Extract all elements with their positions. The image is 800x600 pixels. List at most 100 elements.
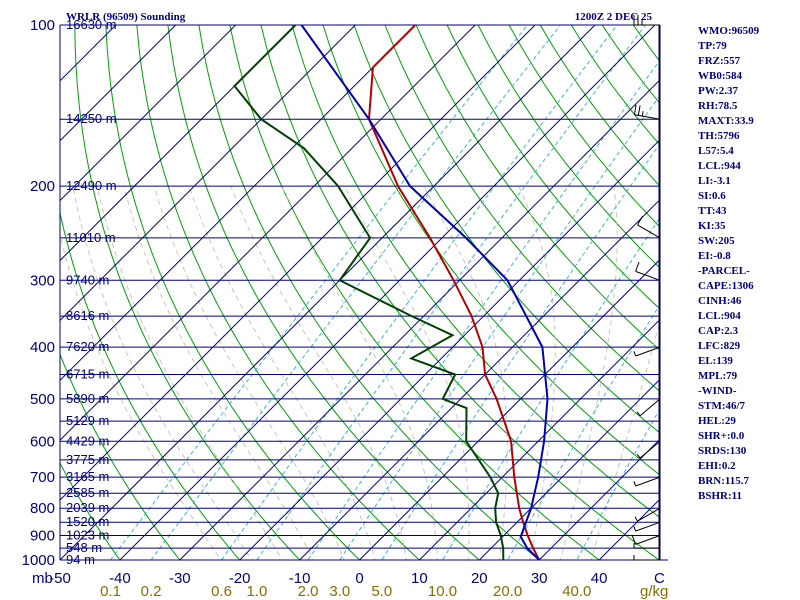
pressure-unit-label: mb (32, 570, 53, 587)
mixing-ratio-labels: 0.1 0.2 0.6 1.0 2.0 3.0 5.0 10.0 20.0 40.0 (100, 583, 591, 600)
pressure-tick-label: 800 (30, 500, 55, 517)
mixing-ratio-tick-label: 20.0 (493, 583, 522, 600)
index-value-6: MAXT:33.9 (698, 115, 754, 127)
moist-adiabat-line (60, 232, 222, 560)
index-value-12: TT:43 (698, 205, 727, 217)
height-level-label: 2039 m (66, 500, 109, 515)
moist-adiabat-line (72, 186, 252, 560)
mixing-ratio-tick-label: 5.0 (371, 583, 392, 600)
pressure-tick-label: 400 (30, 339, 55, 356)
mixing-ratio-line (256, 25, 646, 560)
isotherm-line (60, 25, 536, 501)
index-value-30: BRN:115.7 (698, 475, 750, 487)
wind-barb (636, 398, 661, 417)
pressure-tick-label: 1000 (22, 552, 55, 569)
mixing-ratio-line (220, 25, 618, 560)
isotherm-line (478, 379, 659, 560)
index-value-5: RH:78.5 (698, 100, 738, 112)
index-value-0: WMO:96509 (698, 25, 760, 37)
height-level-label: 2585 m (66, 485, 109, 500)
index-value-17: CAPE:1306 (698, 280, 754, 292)
height-labels: 16630 m 14250 m 12490 m 11010 m 9740 m 8616 m… (66, 17, 117, 567)
moist-adiabat-line (123, 185, 314, 560)
isotherms (60, 25, 659, 560)
moist-adiabat-line (230, 185, 407, 560)
wind-barb (631, 534, 661, 545)
dry-adiabat-line (60, 352, 181, 560)
index-value-27: SHR+:0.0 (698, 430, 745, 442)
mixing-ratio-tick-label: 3.0 (329, 583, 350, 600)
wind-barb (634, 507, 661, 522)
mixing-ratio-tick-label: 10.0 (428, 583, 457, 600)
mixing-ratio-tick-label: 40.0 (562, 583, 591, 600)
mixing-ratio-line (381, 144, 659, 560)
pressure-tick-label: 300 (30, 272, 55, 289)
wind-barb (633, 104, 661, 120)
isotherm-line (60, 25, 177, 142)
index-value-7: TH:5796 (698, 130, 740, 142)
moist-adiabat-line (281, 185, 438, 560)
index-value-11: SI:0.6 (698, 190, 726, 202)
height-level-label: 14250 m (66, 111, 117, 126)
isotherm-line (418, 319, 659, 560)
index-value-8: L57:5.4 (698, 145, 734, 157)
mixing-ratio-tick-label: 0.6 (211, 583, 232, 600)
index-value-16: -PARCEL- (698, 265, 750, 277)
wind-barb (635, 261, 661, 281)
height-level-label: 1520 m (66, 514, 109, 529)
isotherm-line (60, 25, 596, 560)
index-value-31: BSHR:11 (698, 490, 742, 502)
temperature-tick-label: -10 (289, 570, 311, 587)
index-value-15: EI:-0.8 (698, 250, 731, 262)
temp-unit-label: C (654, 570, 665, 587)
dry-adiabat-line (60, 462, 121, 560)
index-value-28: SRDS:130 (698, 445, 747, 457)
temperature-tick-label: 40 (591, 570, 608, 587)
pressure-axis-labels: 1000 900 800 700 600 500 400 300 200 100 (22, 17, 55, 569)
temperature-tick-label: -20 (229, 570, 251, 587)
moist-adiabat-line (423, 185, 508, 560)
index-value-3: WB0:584 (698, 70, 743, 82)
index-value-4: PW:2.37 (698, 85, 739, 97)
height-level-label: 548 m (66, 540, 102, 555)
height-level-label: 3165 m (66, 469, 109, 484)
index-value-1: TP:79 (698, 40, 727, 52)
isobars (60, 24, 668, 561)
height-level-label: 1023 m (66, 528, 109, 543)
temperature-tick-label: 30 (531, 570, 548, 587)
isotherm-line (60, 25, 237, 202)
height-level-label: 16630 m (66, 17, 117, 32)
moist-adiabats (60, 185, 659, 560)
height-level-label: 5890 m (66, 391, 109, 406)
mixing-ratio-tick-label: 2.0 (298, 583, 319, 600)
pressure-tick-label: 700 (30, 469, 55, 486)
wind-barb (633, 543, 660, 549)
wind-barb (633, 521, 661, 532)
wind-barb (637, 215, 661, 239)
index-value-10: LI:-3.1 (698, 175, 731, 187)
isotherm-line (60, 25, 297, 262)
index-value-13: KI:35 (698, 220, 726, 232)
index-value-21: LFC:829 (698, 340, 741, 352)
mixing-ratio-line (339, 95, 659, 560)
isotherm-line (119, 25, 656, 560)
isotherm-line (60, 25, 476, 441)
isotherm-line (179, 80, 659, 560)
index-value-14: SW:205 (698, 235, 735, 247)
isotherm-line (60, 25, 417, 382)
temperature-tick-label: 0 (355, 570, 363, 587)
sounding-time: 1200Z 2 DEC 25 (575, 11, 653, 23)
pressure-tick-label: 900 (30, 528, 55, 545)
wind-barbs (631, 15, 661, 561)
height-level-label: 9740 m (66, 272, 109, 287)
mixing-ratio-lines (109, 25, 659, 560)
index-value-19: LCL:904 (698, 310, 741, 322)
wind-barb (633, 15, 660, 26)
pressure-tick-label: 600 (30, 433, 55, 450)
dewpoint-trace (233, 25, 505, 560)
temperature-tick-label: 20 (471, 570, 488, 587)
height-level-label: 7620 m (66, 339, 109, 354)
parcel-trace (300, 25, 549, 560)
index-value-22: EL:139 (698, 355, 733, 367)
